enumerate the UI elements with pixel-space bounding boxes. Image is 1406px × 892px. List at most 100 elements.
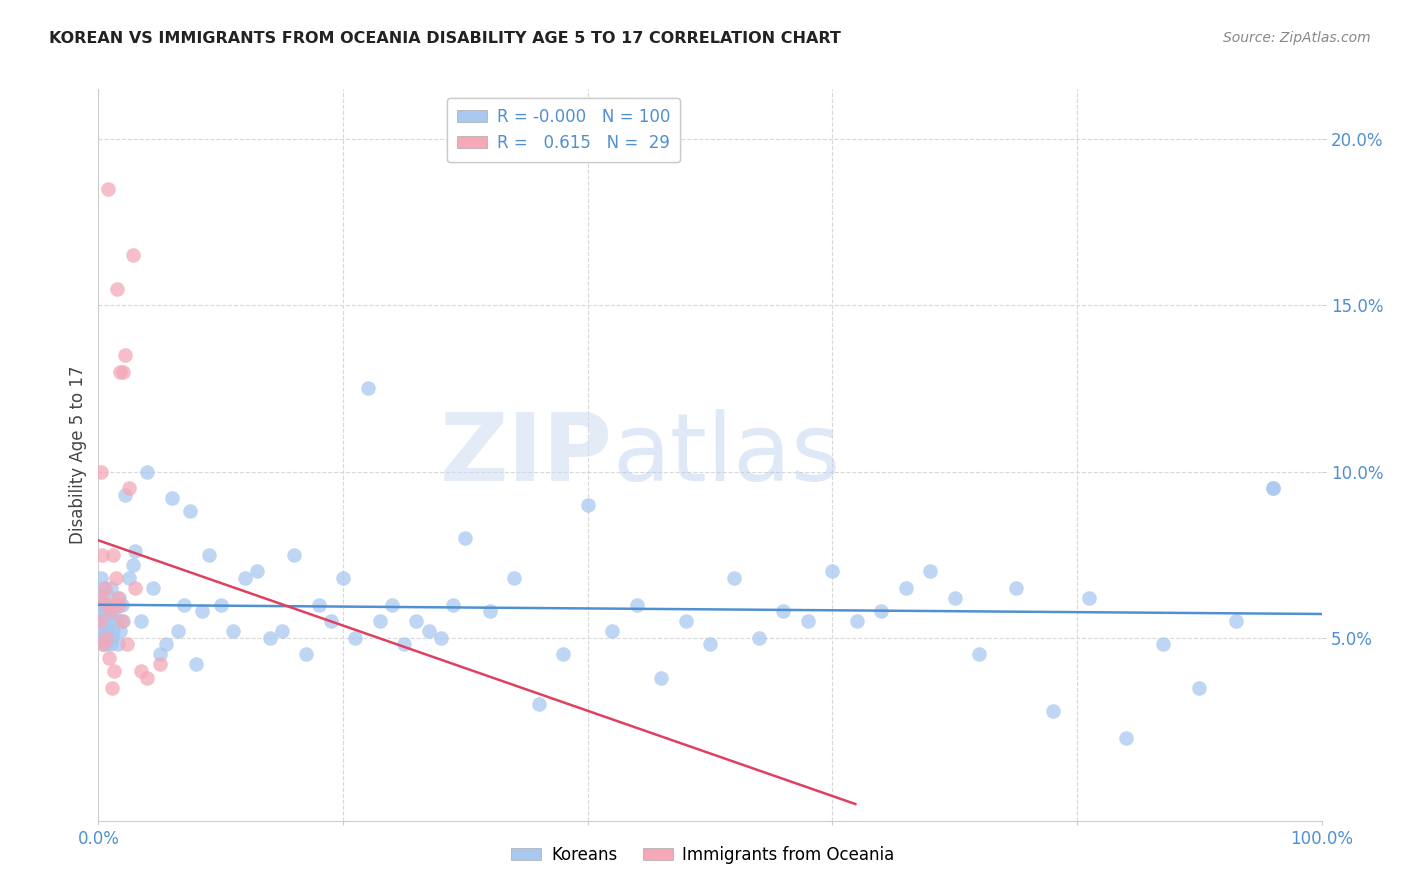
Point: [173, 598, 195, 612]
Point: [967, 648, 990, 662]
Point: [124, 581, 146, 595]
Point: [405, 614, 427, 628]
Point: [90, 604, 112, 618]
Point: [356, 381, 378, 395]
Point: [111, 365, 134, 379]
Point: [186, 657, 208, 672]
Point: [107, 637, 129, 651]
Point: [283, 548, 305, 562]
Point: [93, 581, 115, 595]
Point: [1152, 637, 1174, 651]
Point: [1188, 681, 1211, 695]
Point: [98, 650, 121, 665]
Point: [1042, 704, 1064, 718]
Legend: R = -0.000   N = 100, R =   0.615   N =  29: R = -0.000 N = 100, R = 0.615 N = 29: [447, 97, 681, 161]
Point: [118, 571, 141, 585]
Point: [626, 598, 648, 612]
Point: [1261, 481, 1284, 495]
Point: [111, 614, 134, 628]
Point: [1115, 731, 1137, 745]
Point: [167, 624, 190, 639]
Point: [100, 637, 122, 651]
Point: [107, 591, 129, 605]
Point: [381, 598, 404, 612]
Point: [149, 657, 172, 672]
Point: [870, 604, 893, 618]
Point: [160, 491, 183, 505]
Point: [105, 614, 128, 628]
Point: [121, 558, 143, 572]
Point: [1261, 481, 1284, 495]
Point: [93, 631, 115, 645]
Point: [108, 598, 131, 612]
Point: [100, 581, 122, 595]
Point: [118, 481, 141, 495]
Point: [101, 624, 124, 639]
Point: [344, 631, 367, 645]
Point: [209, 598, 232, 612]
Point: [97, 182, 120, 196]
Point: [149, 648, 172, 662]
Point: [91, 598, 114, 612]
Point: [368, 614, 391, 628]
Point: [89, 588, 111, 602]
Legend: Koreans, Immigrants from Oceania: Koreans, Immigrants from Oceania: [505, 839, 901, 871]
Point: [259, 631, 281, 645]
Point: [111, 598, 134, 612]
Point: [90, 465, 112, 479]
Point: [96, 588, 118, 602]
Point: [441, 598, 464, 612]
Point: [94, 624, 117, 639]
Point: [89, 614, 111, 628]
Point: [270, 624, 294, 639]
Point: [91, 624, 114, 639]
Point: [91, 631, 114, 645]
Point: [114, 488, 136, 502]
Point: [115, 637, 138, 651]
Point: [104, 598, 127, 612]
Point: [418, 624, 440, 639]
Point: [110, 624, 132, 639]
Point: [295, 648, 318, 662]
Point: [675, 614, 697, 628]
Point: [101, 548, 124, 562]
Point: [894, 581, 917, 595]
Point: [121, 248, 143, 262]
Point: [650, 671, 672, 685]
Point: [576, 498, 599, 512]
Point: [308, 598, 330, 612]
Point: [129, 614, 152, 628]
Point: [748, 631, 770, 645]
Point: [94, 637, 117, 651]
Point: [91, 581, 114, 595]
Text: ZIP: ZIP: [439, 409, 612, 501]
Point: [129, 664, 152, 678]
Point: [105, 282, 128, 296]
Point: [454, 531, 477, 545]
Point: [94, 598, 117, 612]
Point: [723, 571, 745, 585]
Point: [108, 591, 131, 605]
Point: [103, 604, 125, 618]
Point: [110, 365, 132, 379]
Point: [1078, 591, 1101, 605]
Point: [101, 681, 124, 695]
Point: [821, 564, 844, 578]
Point: [136, 465, 159, 479]
Point: [222, 624, 245, 639]
Point: [179, 504, 201, 518]
Point: [98, 614, 121, 628]
Point: [111, 614, 134, 628]
Point: [91, 637, 114, 651]
Point: [155, 637, 177, 651]
Point: [97, 631, 120, 645]
Point: [1225, 614, 1247, 628]
Point: [104, 571, 127, 585]
Point: [797, 614, 820, 628]
Y-axis label: Disability Age 5 to 17: Disability Age 5 to 17: [69, 366, 87, 544]
Point: [430, 631, 453, 645]
Point: [699, 637, 721, 651]
Point: [943, 591, 966, 605]
Point: [233, 571, 256, 585]
Point: [191, 604, 214, 618]
